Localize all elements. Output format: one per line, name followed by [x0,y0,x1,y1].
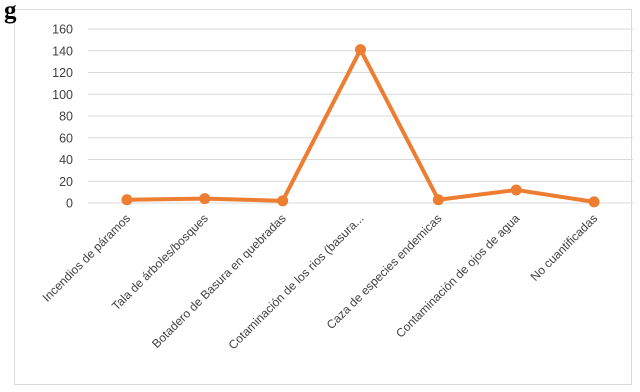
data-point [277,195,289,207]
x-category-label: Incendios de páramos [40,211,133,304]
y-tick-label: 160 [52,23,73,37]
x-category-label: Cotaminación de los rios (basura... [226,211,367,352]
x-category-label: Contaminación de ojos de agua [393,211,522,340]
data-point [510,184,522,196]
chart-frame [14,9,632,385]
page-heading: g [4,0,17,24]
data-point [355,44,366,56]
data-point [121,194,133,206]
data-point [432,194,444,206]
y-tick-label: 100 [52,88,73,102]
series-group [121,44,600,208]
y-tick-label: 0 [66,197,73,211]
x-category-label: No cuantificadas [528,211,601,284]
x-category-label: Botadero de Basura en quebradas [149,211,289,351]
y-tick-label: 40 [59,153,73,167]
data-point [588,196,600,208]
y-tick-label: 120 [52,66,73,80]
y-tick-label: 140 [52,44,73,58]
y-axis-ticks: 0 20 40 60 80 100 120 140 160 [52,23,73,211]
y-tick-label: 80 [59,110,73,124]
data-point [199,193,211,205]
y-tick-label: 60 [59,131,73,145]
y-tick-label: 20 [59,175,73,189]
